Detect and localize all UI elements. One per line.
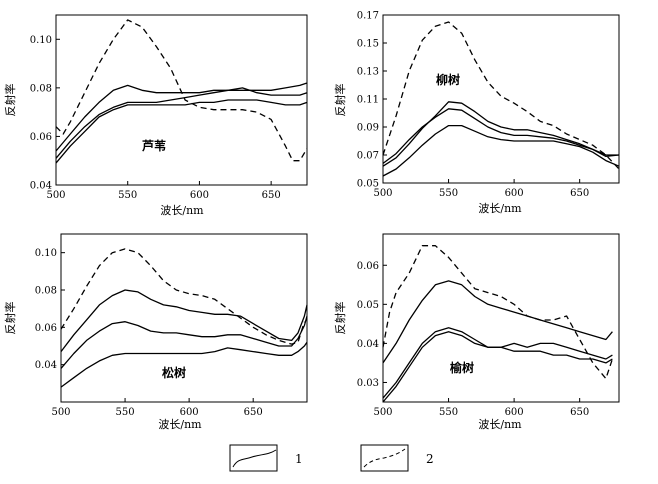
reed-ytick-label: 0.10 (30, 35, 52, 46)
panel-willow-series (382, 21, 620, 177)
reed-ytick-label: 0.06 (30, 132, 52, 143)
panel-pine-xlabel: 波长/nm (158, 418, 202, 431)
reed-xtick-label: 600 (190, 190, 209, 201)
willow-xtick-label: 600 (505, 188, 524, 199)
willow-ytick-label: 0.13 (357, 67, 379, 78)
panel-pine-series (60, 248, 308, 388)
pine-ytick-label: 0.06 (35, 323, 57, 334)
willow-ytick-label: 0.17 (357, 11, 379, 22)
reed-xtick-label: 550 (118, 190, 137, 201)
reed-series-dashed (55, 19, 308, 162)
panel-willow-label: 柳树 (436, 72, 460, 87)
panel-reed-ticks: 500 550 600 650 0.04 0.06 0.08 0.10 (30, 35, 281, 201)
willow-series-dashed (382, 21, 620, 170)
reed-series-solid-1 (55, 82, 308, 152)
elm-ytick-label: 0.04 (357, 339, 379, 350)
elm-series-solid-1 (382, 280, 613, 364)
reed-xtick-label: 650 (262, 190, 281, 201)
willow-ytick-label: 0.15 (357, 39, 379, 50)
willow-series-solid-2 (382, 108, 619, 164)
legend-line-solid (232, 449, 277, 468)
panel-willow-xlabel: 波长/nm (478, 202, 522, 215)
willow-xtick-label: 650 (570, 188, 589, 199)
reed-ytick-label: 0.04 (30, 181, 52, 192)
panel-willow-ticks: 500 550 600 650 0.05 0.07 0.09 0.11 0.13 0.15 0.17 (357, 11, 589, 200)
elm-xtick-label: 600 (505, 407, 524, 418)
willow-xtick-label: 500 (373, 188, 392, 199)
elm-series-solid-2 (382, 327, 613, 399)
panel-reed: 500 550 600 650 0.04 0.06 0.08 0.10 芦苇 波长/nm 反射… (3, 14, 308, 217)
panel-willow: 500 550 600 650 0.05 0.07 0.09 0.11 0.13 0.15 0.17… (333, 11, 620, 215)
pine-series-dashed (60, 248, 306, 345)
pine-xtick-label: 550 (116, 407, 135, 418)
elm-ytick-label: 0.06 (357, 261, 379, 272)
reed-xtick-label: 500 (46, 190, 65, 201)
legend-label-1: 1 (295, 452, 303, 466)
panel-pine-frame (60, 233, 308, 403)
elm-series-dashed (382, 245, 614, 380)
panel-elm-ticks: 500 550 600 650 0.03 0.04 0.05 0.06 (357, 261, 589, 418)
panel-pine-label: 松树 (162, 365, 186, 380)
legend-swatch-dashed (360, 444, 409, 472)
pine-series-solid-2 (60, 315, 308, 369)
elm-ytick-label: 0.05 (357, 300, 379, 311)
panel-reed-series (55, 19, 308, 164)
panel-elm-series (382, 245, 614, 403)
elm-xtick-label: 550 (439, 407, 458, 418)
panel-elm-frame (382, 233, 620, 403)
reed-series-solid-2 (55, 87, 308, 159)
willow-ytick-label: 0.07 (357, 151, 379, 162)
reed-ytick-label: 0.08 (30, 83, 52, 94)
legend-label-2: 2 (426, 452, 434, 466)
panel-elm-label: 榆树 (450, 360, 474, 375)
pine-series-solid-1 (60, 289, 308, 352)
reed-series-solid-3 (55, 99, 308, 164)
panel-willow-ylabel: 反射率 (333, 84, 347, 117)
legend-swatch-solid (229, 444, 278, 472)
pine-series-solid-3 (60, 341, 308, 388)
willow-ytick-label: 0.05 (357, 179, 379, 190)
pine-xtick-label: 500 (51, 407, 70, 418)
willow-ytick-label: 0.11 (357, 95, 379, 106)
willow-series-solid-3 (382, 124, 620, 177)
legend-line-dashed (363, 448, 406, 468)
pine-xtick-label: 650 (244, 407, 263, 418)
elm-xtick-label: 500 (373, 407, 392, 418)
panel-pine-ylabel: 反射率 (3, 302, 17, 335)
pine-ytick-label: 0.10 (35, 248, 57, 259)
legend: 1 2 (229, 444, 434, 472)
panel-elm: 500 550 600 650 0.03 0.04 0.05 0.06 榆树 波长/nm 反射… (333, 233, 620, 431)
elm-series-solid-3 (382, 331, 613, 403)
panel-elm-xlabel: 波长/nm (478, 418, 522, 431)
willow-series-solid-1 (382, 101, 620, 167)
pine-ytick-label: 0.08 (35, 286, 57, 297)
willow-xtick-label: 550 (439, 188, 458, 199)
panel-elm-ylabel: 反射率 (333, 302, 347, 335)
willow-ytick-label: 0.09 (357, 123, 379, 134)
panel-pine: 500 550 600 650 0.04 0.06 0.08 0.10 松树 波长/nm 反射… (3, 233, 308, 431)
pine-xtick-label: 600 (180, 407, 199, 418)
elm-xtick-label: 650 (570, 407, 589, 418)
pine-ytick-label: 0.04 (35, 360, 57, 371)
elm-ytick-label: 0.03 (357, 378, 379, 389)
panel-reed-ylabel: 反射率 (3, 84, 17, 117)
panel-reed-xlabel: 波长/nm (160, 204, 204, 217)
panel-reed-label: 芦苇 (142, 138, 166, 153)
panel-reed-frame (55, 14, 308, 186)
panel-pine-ticks: 500 550 600 650 0.04 0.06 0.08 0.10 (35, 248, 263, 418)
panel-willow-frame (382, 14, 620, 184)
